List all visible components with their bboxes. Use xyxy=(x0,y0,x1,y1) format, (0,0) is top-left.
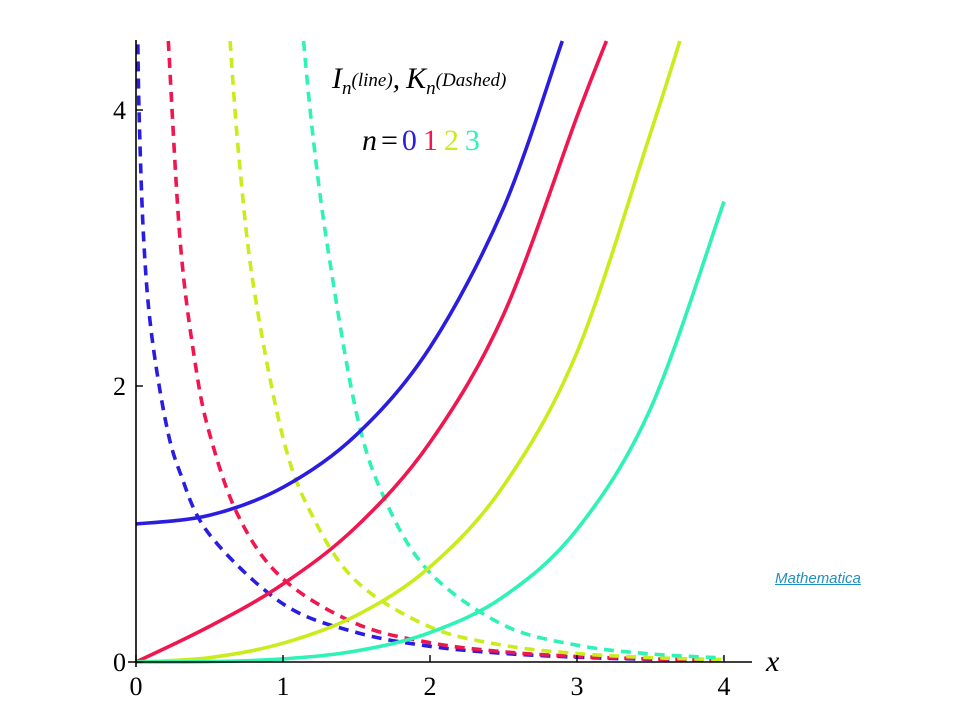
x-axis-label: x xyxy=(765,645,780,678)
legend-function-labels: In(line), Kn(Dashed) xyxy=(331,62,506,99)
legend-i-subscript: n xyxy=(342,78,352,99)
legend-i-note: (line) xyxy=(352,70,393,91)
y-tick-label: 4 xyxy=(113,96,126,125)
chart-series-group xyxy=(135,40,726,664)
x-tick-label: 3 xyxy=(571,672,584,701)
series-i1-line xyxy=(135,40,609,664)
legend-order-2: 2 xyxy=(444,124,459,157)
x-ticks-group: 0 1 2 3 4 xyxy=(130,655,731,701)
legend-k-symbol: K xyxy=(405,62,428,95)
series-k3-line xyxy=(301,40,725,660)
legend-n-symbol: n xyxy=(362,124,377,157)
legend-order-0: 0 xyxy=(402,124,417,157)
legend-k-subscript: n xyxy=(426,78,436,99)
x-tick-label: 2 xyxy=(424,672,437,701)
series-i3-line xyxy=(135,200,726,664)
series-i0-line xyxy=(135,40,564,526)
x-tick-label: 1 xyxy=(277,672,290,701)
legend-order-3: 3 xyxy=(465,124,480,157)
x-tick-label: 0 xyxy=(130,672,143,701)
y-tick-label: 2 xyxy=(113,372,126,401)
mathematica-source-link[interactable]: Mathematica xyxy=(775,570,861,587)
legend-equals: = xyxy=(381,124,398,157)
legend-order-1: 1 xyxy=(423,124,438,157)
legend-order-row: n = 0 1 2 3 xyxy=(362,124,480,157)
legend-i-symbol: I xyxy=(331,62,344,95)
y-ticks-group: 0 2 4 xyxy=(113,96,143,677)
x-tick-label: 4 xyxy=(718,672,731,701)
series-k2-line xyxy=(228,40,725,662)
series-i2-line xyxy=(135,40,682,664)
series-k0-line xyxy=(136,40,725,663)
legend-k-note: (Dashed) xyxy=(436,70,507,91)
chart-legend: In(line), Kn(Dashed) n = 0 1 2 3 xyxy=(331,62,506,157)
y-tick-label: 0 xyxy=(113,648,126,677)
legend-separator: , xyxy=(393,62,401,95)
